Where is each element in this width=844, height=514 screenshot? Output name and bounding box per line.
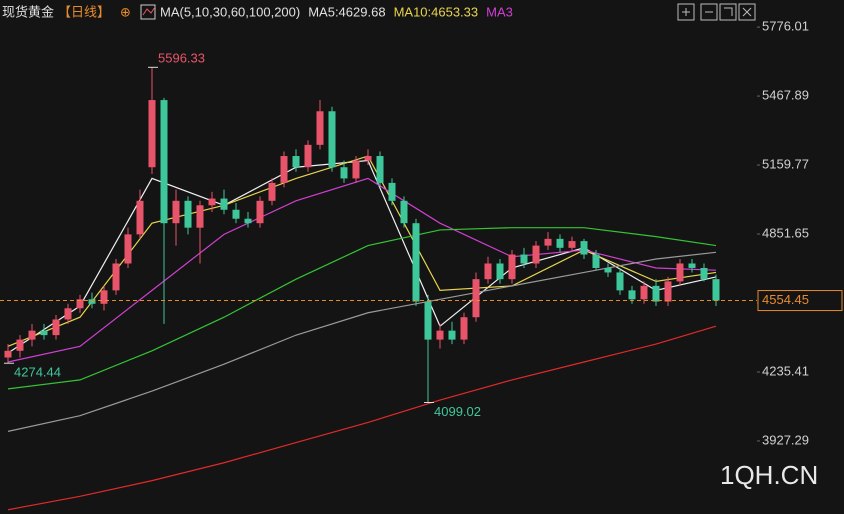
- candle-body: [208, 198, 216, 206]
- candle-body: [520, 254, 528, 264]
- candle-body: [436, 330, 444, 340]
- candle-body: [700, 267, 708, 280]
- y-tick-label: 4235.41: [762, 363, 809, 378]
- candle-body: [448, 330, 456, 340]
- candle-body: [628, 290, 636, 300]
- toolbar-icons[interactable]: [677, 3, 756, 21]
- candle-body: [184, 200, 192, 228]
- candle-body: [100, 290, 108, 304]
- watermark: 1QH.CN: [720, 460, 818, 490]
- candle-body: [52, 319, 60, 336]
- add-icon[interactable]: ⊕: [120, 4, 131, 19]
- y-tick-label: 5467.89: [762, 88, 809, 103]
- candle-body: [244, 218, 252, 224]
- candle-body: [112, 263, 120, 291]
- y-tick-label: 4851.65: [762, 225, 809, 240]
- legend-entry: MA(5,10,30,60,100,200): [160, 4, 300, 19]
- candle-body: [460, 317, 468, 340]
- candle-body: [544, 238, 552, 246]
- candle-body: [688, 263, 696, 268]
- candle-body: [16, 339, 24, 351]
- legend-entry: MA5:4629.68: [308, 4, 385, 19]
- candle-body: [532, 245, 540, 264]
- candle-body: [568, 241, 576, 248]
- ma-icon: [140, 4, 156, 20]
- candle-body: [424, 301, 432, 340]
- y-tick-label: 5776.01: [762, 19, 809, 34]
- candle-body: [256, 200, 264, 224]
- y-tick-label: 5159.77: [762, 156, 809, 171]
- extreme-label: 4099.02: [434, 404, 481, 419]
- candle-body: [412, 223, 420, 302]
- period[interactable]: 【日线】: [58, 4, 110, 19]
- ma-line: [7, 227, 717, 390]
- candle-body: [268, 182, 276, 201]
- candle-body: [148, 100, 156, 168]
- candle-body: [640, 285, 648, 300]
- candle-body: [376, 156, 384, 183]
- y-tick-label: 3927.29: [762, 432, 809, 447]
- candle-body: [352, 160, 360, 179]
- candle-body: [124, 234, 132, 264]
- candle-body: [328, 111, 336, 168]
- candle-body: [220, 198, 228, 210]
- legend-entry: MA3: [486, 4, 513, 19]
- chart-title: 现货黄金: [2, 4, 54, 19]
- candle-body: [580, 241, 588, 255]
- candle-body: [280, 156, 288, 183]
- ma-line: [7, 325, 717, 511]
- candle-body: [472, 279, 480, 318]
- current-price-label: 4554.45: [762, 292, 809, 307]
- candle-body: [160, 100, 168, 224]
- candle-body: [508, 254, 516, 280]
- candle-body: [196, 205, 204, 228]
- candle-body: [400, 200, 408, 224]
- ma-line: [7, 155, 717, 347]
- candle-body: [304, 144, 312, 168]
- extreme-label: 4274.44: [14, 365, 61, 380]
- candle-body: [664, 281, 672, 302]
- candle-body: [40, 330, 48, 336]
- candle-body: [88, 299, 96, 304]
- candle-body: [316, 111, 324, 145]
- ma-line: [7, 177, 717, 363]
- candle-body: [556, 238, 564, 248]
- candle-body: [64, 308, 72, 320]
- candle-body: [616, 272, 624, 291]
- candle-body: [292, 156, 300, 168]
- current-price-box: [757, 290, 843, 312]
- candle-body: [484, 263, 492, 280]
- candle-body: [496, 263, 504, 280]
- candle-body: [712, 279, 720, 301]
- legend-entry: MA10:4653.33: [394, 4, 479, 19]
- candle-body: [604, 267, 612, 273]
- candle-body: [172, 200, 180, 224]
- candle-body: [592, 254, 600, 268]
- candle-body: [232, 209, 240, 219]
- extreme-label: 5596.33: [158, 51, 205, 66]
- candle-body: [4, 350, 12, 358]
- candle-body: [388, 182, 396, 201]
- candle-body: [136, 200, 144, 235]
- candle-body: [76, 299, 84, 309]
- candle-body: [28, 330, 36, 340]
- candle-body: [652, 285, 660, 302]
- candle-body: [340, 167, 348, 179]
- candle-body: [364, 156, 372, 161]
- candle-body: [676, 263, 684, 282]
